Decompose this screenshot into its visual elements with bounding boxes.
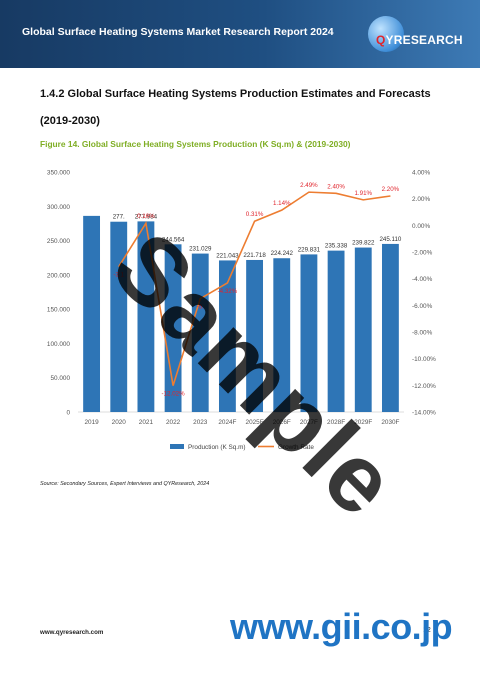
y-left-tick-label: 300.000	[47, 204, 71, 211]
growth-rate-line	[118, 191, 391, 386]
source-note: Source: Secondary Sources, Expert Interv…	[40, 481, 210, 487]
x-tick-label: 2023	[193, 419, 208, 426]
figure-title: Figure 14. Global Surface Heating System…	[40, 139, 351, 149]
page-number: 12	[423, 627, 431, 634]
y-left-tick-label: 200.000	[47, 272, 71, 279]
growth-data-label: 1.91%	[354, 190, 372, 197]
y-right-tick-label: -14.00%	[412, 410, 436, 417]
growth-data-label: -4.32%	[218, 288, 238, 295]
production-chart: 0 50.000 100.000 150.000 200.000 250.000 300.0…	[47, 170, 436, 452]
y-right-tick-label: -10.00%	[412, 356, 436, 363]
x-tick-label: 2022	[166, 419, 181, 426]
y-right-tick-label: -2.00%	[412, 250, 433, 257]
production-data-label: 221.043	[216, 252, 239, 259]
growth-data-label: 2.40%	[327, 183, 345, 190]
growth-data-label: 2.20%	[382, 186, 400, 193]
growth-data-label: 2.49%	[300, 182, 318, 189]
y-right-tick-label: -8.00%	[412, 330, 433, 337]
y-right-tick-label: 0.00%	[412, 223, 430, 230]
production-bar	[191, 253, 209, 412]
legend-production-swatch	[170, 444, 184, 449]
x-tick-label: 2026F	[273, 419, 291, 426]
production-bar	[110, 221, 128, 412]
y-right-tick-label: 2.00%	[412, 196, 430, 203]
y-left-tick-label: 250.000	[47, 238, 71, 245]
x-tick-label: 2025F	[246, 419, 264, 426]
production-bar	[83, 215, 101, 412]
x-tick-label: 2019	[84, 419, 99, 426]
production-data-label: 224.242	[271, 250, 294, 257]
report-header: Global Surface Heating Systems Market Re…	[0, 0, 480, 68]
y-right-tick-label: -4.00%	[412, 276, 433, 283]
production-bar	[273, 258, 291, 412]
y-right-tick-label: -12.00%	[412, 383, 436, 390]
production-bar	[218, 260, 236, 412]
y-left-tick-label: 150.000	[47, 307, 71, 314]
production-bar	[300, 254, 318, 412]
production-bar	[354, 247, 372, 412]
x-tick-label: 2030F	[381, 419, 399, 426]
growth-data-label: -3.1	[113, 272, 124, 279]
legend-growth-label: Growth Rate	[278, 444, 314, 451]
x-tick-label: 2020	[112, 419, 127, 426]
growth-data-label: -12.02%	[162, 391, 186, 398]
x-tick-label: 2024F	[218, 419, 236, 426]
growth-data-label: -5.	[197, 304, 205, 311]
qyresearch-logo-globe-icon	[368, 16, 404, 52]
y-left-tick-label: 50.000	[50, 375, 70, 382]
growth-data-label: 1.14%	[273, 200, 291, 207]
production-data-label: 244.564	[162, 236, 185, 243]
y-left-tick-label: 0	[66, 410, 70, 417]
y-right-tick-label: 4.00%	[412, 170, 430, 177]
growth-data-label: 0.31%	[246, 211, 264, 218]
x-tick-label: 2029F	[354, 419, 372, 426]
section-title: 1.4.2 Global Surface Heating Systems Pro…	[40, 88, 431, 127]
report-title: Global Surface Heating Systems Market Re…	[22, 26, 334, 38]
x-tick-label: 2028F	[327, 419, 345, 426]
qyresearch-logo: QYRESEARCH	[376, 33, 463, 47]
production-data-label: 245.110	[379, 236, 401, 243]
x-tick-label: 2027F	[300, 419, 318, 426]
production-data-label: 277.984	[135, 213, 158, 220]
growth-data-label: 0.16%	[137, 213, 155, 220]
production-bar	[381, 243, 399, 412]
production-data-label: 221.718	[243, 252, 266, 259]
production-data-label: 239.822	[352, 240, 375, 247]
production-data-label: 235.338	[325, 243, 348, 250]
production-data-label: 277.	[113, 214, 125, 221]
production-data-label: 229.831	[298, 246, 321, 253]
y-left-tick-label: 350.000	[47, 170, 71, 177]
production-bar	[137, 221, 155, 412]
y-left-tick-label: 100.000	[47, 341, 71, 348]
production-bar	[327, 250, 345, 412]
y-right-tick-label: -6.00%	[412, 303, 433, 310]
production-bar	[246, 259, 264, 412]
production-data-label: 231.029	[189, 246, 212, 253]
gii-watermark: www.gii.co.jp	[230, 606, 453, 647]
legend-production-label: Production (K Sq.m)	[188, 444, 246, 451]
footer-url: www.qyresearch.com	[40, 629, 104, 636]
x-tick-label: 2021	[139, 419, 154, 426]
